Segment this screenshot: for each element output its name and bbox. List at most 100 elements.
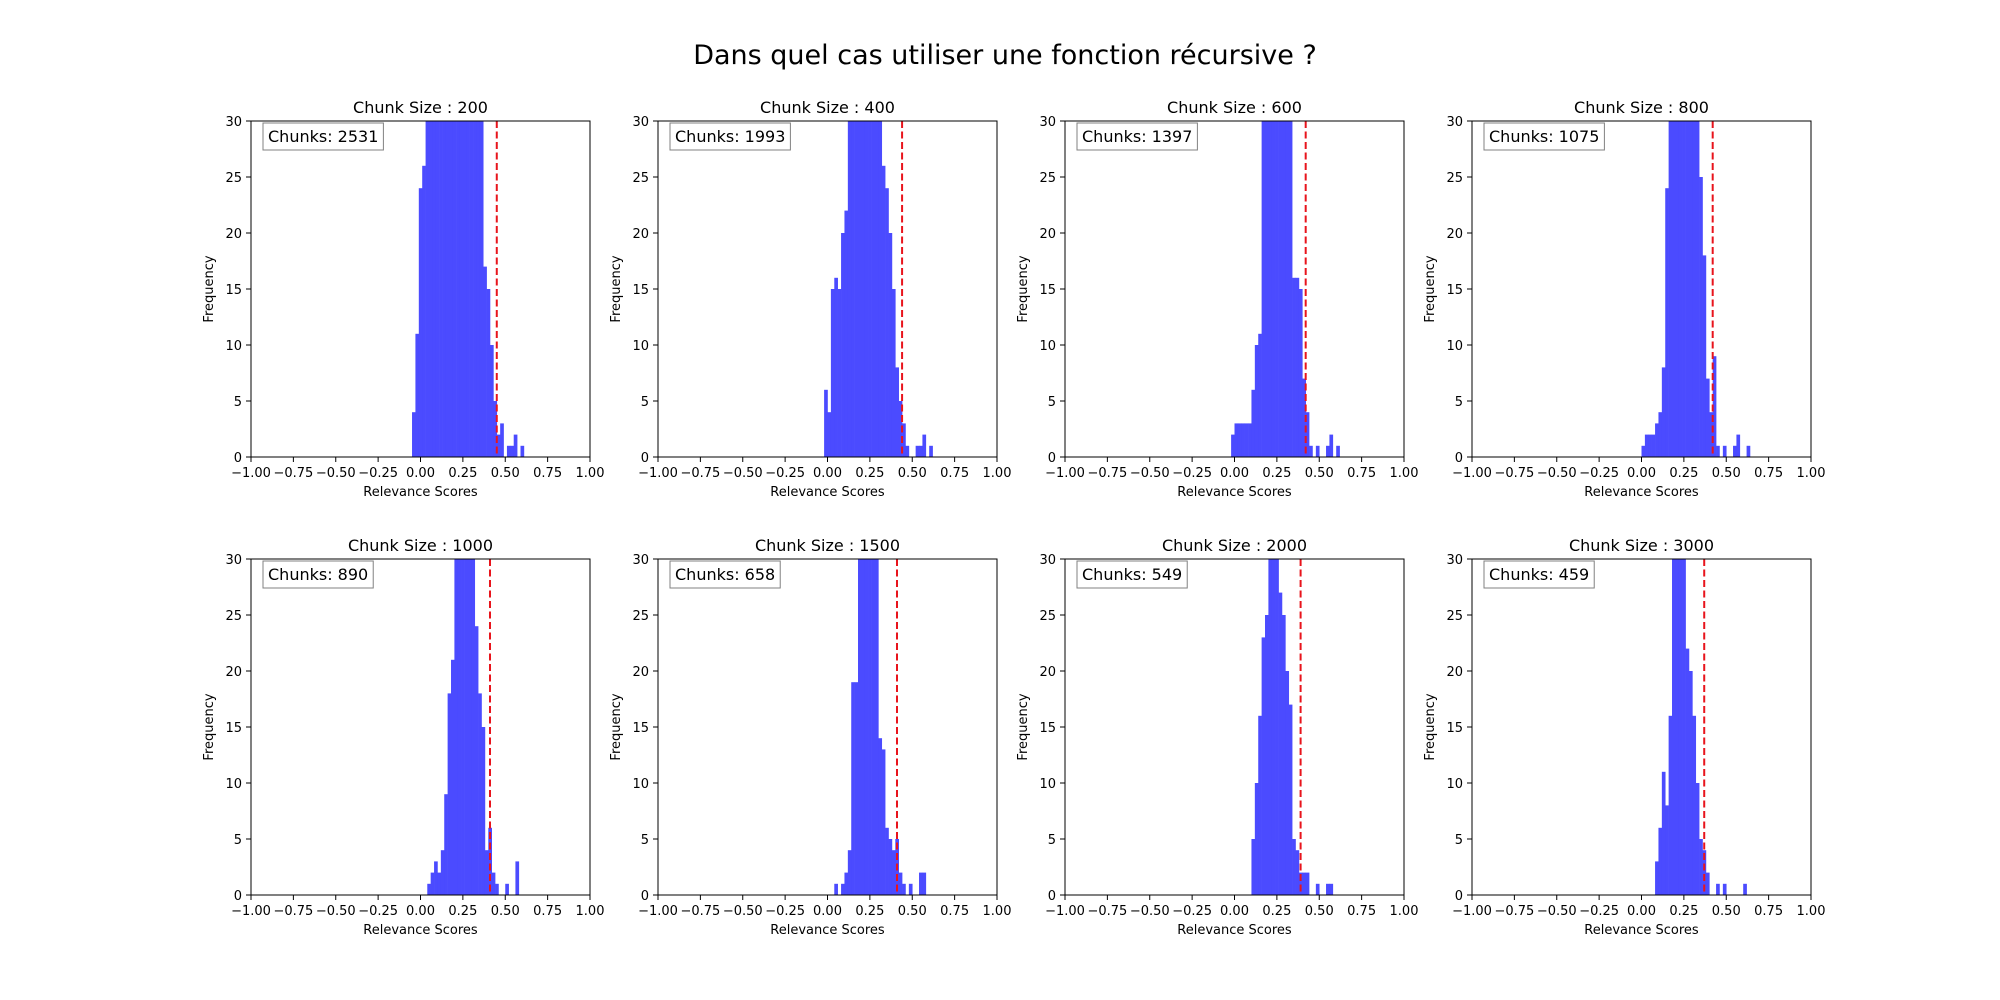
- panel-title: Chunk Size : 800: [1574, 98, 1709, 117]
- histogram-bar: [468, 559, 472, 895]
- histogram-bar: [1658, 828, 1662, 895]
- histogram-bar: [1733, 446, 1737, 457]
- histogram-bars: [1231, 121, 1340, 457]
- x-tick-label: 0.00: [1220, 904, 1249, 919]
- histogram-bar: [1329, 435, 1333, 457]
- y-tick-label: 15: [1039, 283, 1056, 298]
- histogram-bar: [1669, 121, 1673, 457]
- y-tick-label: 20: [225, 665, 242, 680]
- histogram-bar: [1241, 423, 1245, 457]
- histogram-bar: [885, 828, 889, 895]
- histogram-bar: [1285, 121, 1289, 457]
- y-tick-label: 5: [1048, 395, 1056, 410]
- histogram-bar: [1258, 716, 1262, 895]
- x-tick-label: −0.25: [1172, 466, 1212, 481]
- x-tick-label: −1.00: [1045, 466, 1085, 481]
- histogram-bar: [848, 850, 852, 895]
- histogram-bar: [1268, 121, 1272, 457]
- histogram-bar: [875, 121, 879, 457]
- y-tick-label: 10: [1039, 777, 1056, 792]
- y-tick-label: 15: [1446, 283, 1463, 298]
- histogram-bar: [828, 412, 832, 457]
- y-tick-label: 10: [632, 777, 649, 792]
- plot-frame: [1065, 559, 1404, 895]
- histogram-bar: [434, 861, 438, 895]
- chunk-count-annotation: Chunks: 890: [263, 561, 373, 588]
- histogram-bar: [490, 345, 494, 457]
- histogram-bar: [492, 873, 496, 895]
- histogram-bar: [1285, 671, 1289, 895]
- histogram-bar: [422, 166, 426, 457]
- histogram-bar: [1675, 559, 1679, 895]
- y-tick-label: 20: [632, 665, 649, 680]
- histogram-bar: [1251, 390, 1255, 457]
- histogram-bar: [909, 884, 913, 895]
- subplot-3: −1.00 −0.75 −0.50 −0.25 0.00 0.25 0.50 0.75 1.00…: [1016, 98, 1418, 500]
- y-axis-label: Frequency: [202, 693, 217, 760]
- x-tick-label: −0.25: [358, 466, 398, 481]
- histogram-bar: [1655, 861, 1659, 895]
- y-axis-label: Frequency: [609, 693, 624, 760]
- histogram-bar: [1268, 559, 1272, 895]
- y-tick-label: 20: [1039, 665, 1056, 680]
- y-tick-label: 30: [632, 553, 649, 568]
- x-tick-label: 0.75: [1754, 904, 1783, 919]
- histogram-bar: [1255, 345, 1259, 457]
- x-tick-label: −0.25: [765, 904, 805, 919]
- histogram-bar: [1686, 121, 1690, 457]
- subplot-1: −1.00 −0.75 −0.50 −0.25 0.00 0.25 0.50 0.75 1.00…: [202, 98, 604, 500]
- histogram-bar: [865, 559, 869, 895]
- x-axis-label: Relevance Scores: [770, 923, 885, 938]
- histogram-bar: [868, 559, 872, 895]
- histogram-bar: [1672, 559, 1676, 895]
- histogram-bar: [478, 693, 482, 895]
- histogram-bar: [1736, 435, 1740, 457]
- x-tick-label: 1.00: [1390, 904, 1419, 919]
- x-tick-label: 1.00: [576, 904, 605, 919]
- histogram-bar: [1686, 649, 1690, 895]
- histogram-bar: [1696, 121, 1700, 457]
- histogram-bar: [1706, 379, 1710, 457]
- histogram-bar: [1282, 121, 1286, 457]
- histogram-bar: [436, 121, 440, 457]
- histogram-bar: [919, 446, 923, 457]
- plot-frame: [1065, 121, 1404, 457]
- histogram-bar: [476, 121, 480, 457]
- histogram-bar: [461, 559, 465, 895]
- histogram-bar: [889, 233, 893, 457]
- y-tick-label: 20: [225, 227, 242, 242]
- histogram-bar: [500, 423, 504, 457]
- histogram-bar: [1723, 884, 1727, 895]
- x-tick-label: −0.75: [1494, 904, 1534, 919]
- x-tick-label: 0.00: [406, 904, 435, 919]
- histogram-bar: [487, 289, 491, 457]
- histogram-bar: [1238, 423, 1242, 457]
- y-tick-label: 5: [1048, 833, 1056, 848]
- x-axis-label: Relevance Scores: [1584, 485, 1699, 500]
- y-tick-label: 30: [632, 115, 649, 130]
- x-axis-label: Relevance Scores: [363, 485, 478, 500]
- y-tick-label: 5: [234, 833, 242, 848]
- histogram-bar: [882, 749, 886, 895]
- histogram-bar: [451, 660, 455, 895]
- histogram-bar: [443, 121, 447, 457]
- histogram-bar: [1642, 446, 1646, 457]
- y-tick-label: 0: [234, 889, 242, 904]
- histogram-bar: [429, 121, 433, 457]
- x-tick-label: −0.50: [723, 904, 763, 919]
- histogram-bar: [1299, 289, 1303, 457]
- x-tick-label: 1.00: [1390, 466, 1419, 481]
- histogram-bar: [466, 121, 470, 457]
- y-tick-label: 30: [225, 115, 242, 130]
- histogram-bar: [878, 121, 882, 457]
- histogram-bar: [444, 794, 448, 895]
- x-tick-label: −0.75: [273, 466, 313, 481]
- histogram-bar: [458, 559, 462, 895]
- histogram-bar: [1275, 559, 1279, 895]
- histogram-bar: [1289, 121, 1293, 457]
- histogram-bar: [1326, 446, 1330, 457]
- x-tick-label: 0.75: [1347, 904, 1376, 919]
- histogram-bar: [892, 850, 896, 895]
- histogram-bar: [889, 839, 893, 895]
